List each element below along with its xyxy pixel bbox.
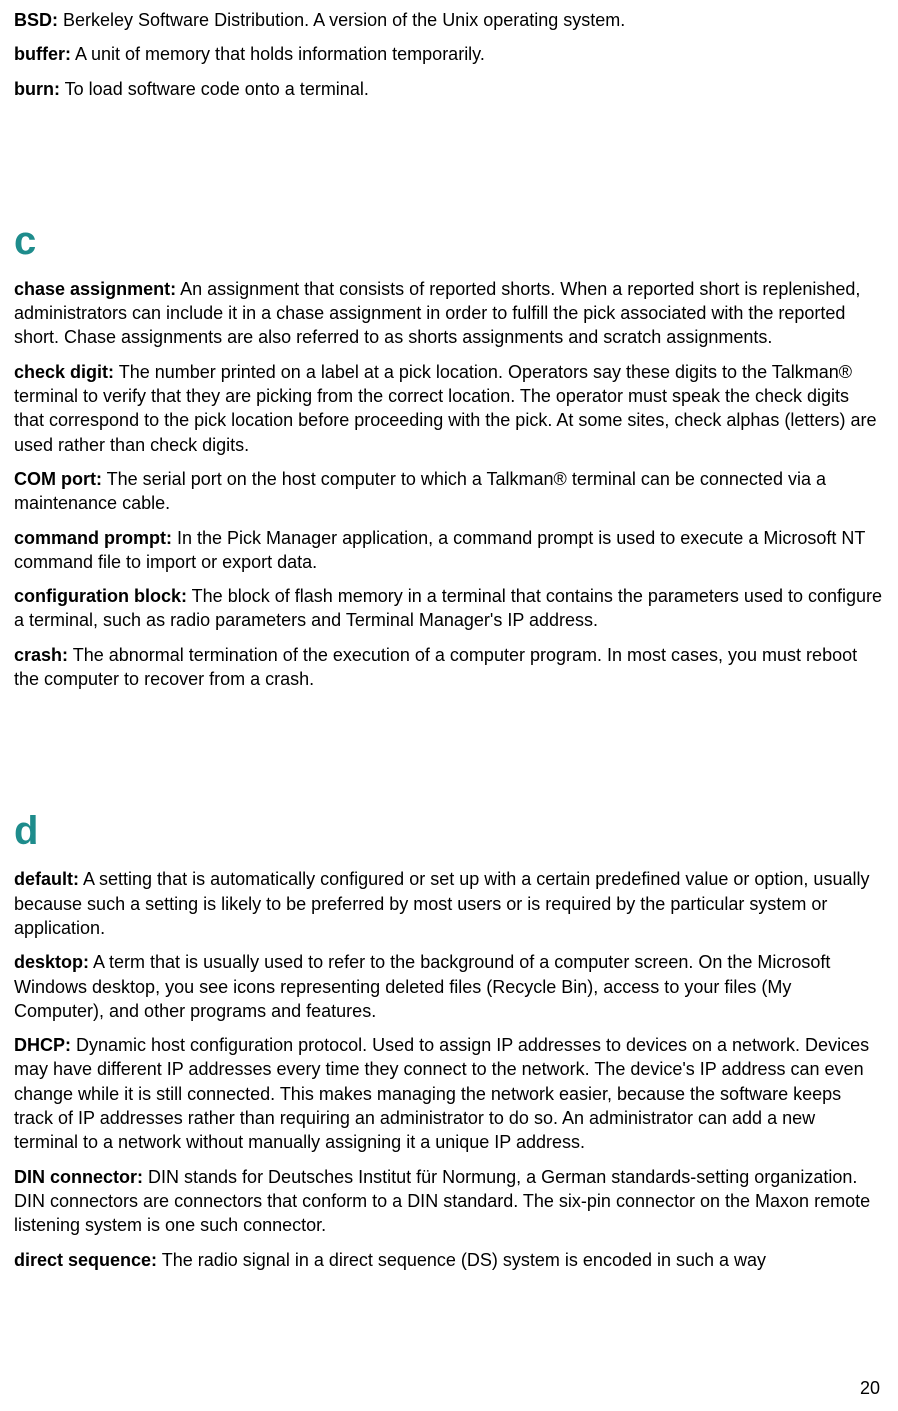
glossary-definition: The radio signal in a direct sequence (D…	[157, 1250, 766, 1270]
glossary-term: burn:	[14, 79, 60, 99]
glossary-term: command prompt:	[14, 528, 172, 548]
glossary-definition: To load software code onto a terminal.	[60, 79, 369, 99]
glossary-entry: default: A setting that is automatically…	[14, 867, 884, 940]
section-spacer	[14, 701, 884, 811]
glossary-term: chase assignment:	[14, 279, 176, 299]
glossary-entry: configuration block: The block of flash …	[14, 584, 884, 633]
glossary-term: crash:	[14, 645, 68, 665]
glossary-term: COM port:	[14, 469, 102, 489]
glossary-entry: crash: The abnormal termination of the e…	[14, 643, 884, 692]
glossary-entry: DHCP: Dynamic host configuration protoco…	[14, 1033, 884, 1154]
glossary-definition: The abnormal termination of the executio…	[14, 645, 857, 689]
glossary-definition: DIN stands for Deutsches Institut für No…	[14, 1167, 870, 1236]
glossary-entry: command prompt: In the Pick Manager appl…	[14, 526, 884, 575]
glossary-definition: A term that is usually used to refer to …	[14, 952, 830, 1021]
glossary-term: DIN connector:	[14, 1167, 143, 1187]
glossary-entry: burn: To load software code onto a termi…	[14, 77, 884, 101]
glossary-term: DHCP:	[14, 1035, 71, 1055]
glossary-definition: A unit of memory that holds information …	[71, 44, 485, 64]
glossary-entry: COM port: The serial port on the host co…	[14, 467, 884, 516]
glossary-entry: buffer: A unit of memory that holds info…	[14, 42, 884, 66]
section-spacer	[14, 111, 884, 221]
glossary-entry: direct sequence: The radio signal in a d…	[14, 1248, 884, 1272]
glossary-definition: A setting that is automatically configur…	[14, 869, 869, 938]
glossary-definition: Dynamic host configuration protocol. Use…	[14, 1035, 869, 1152]
glossary-term: configuration block:	[14, 586, 187, 606]
glossary-entry: BSD: Berkeley Software Distribution. A v…	[14, 8, 884, 32]
glossary-definition: The number printed on a label at a pick …	[14, 362, 876, 455]
glossary-definition: The serial port on the host computer to …	[14, 469, 826, 513]
glossary-term: default:	[14, 869, 79, 889]
glossary-term: check digit:	[14, 362, 114, 382]
glossary-term: desktop:	[14, 952, 89, 972]
glossary-term: buffer:	[14, 44, 71, 64]
glossary-entry: check digit: The number printed on a lab…	[14, 360, 884, 457]
page-number: 20	[860, 1378, 880, 1399]
glossary-term: BSD:	[14, 10, 58, 30]
section-heading-d: d	[14, 811, 884, 851]
glossary-term: direct sequence:	[14, 1250, 157, 1270]
glossary-entry: desktop: A term that is usually used to …	[14, 950, 884, 1023]
glossary-entry: DIN connector: DIN stands for Deutsches …	[14, 1165, 884, 1238]
glossary-entry: chase assignment: An assignment that con…	[14, 277, 884, 350]
section-heading-c: c	[14, 221, 884, 261]
glossary-definition: Berkeley Software Distribution. A versio…	[58, 10, 625, 30]
